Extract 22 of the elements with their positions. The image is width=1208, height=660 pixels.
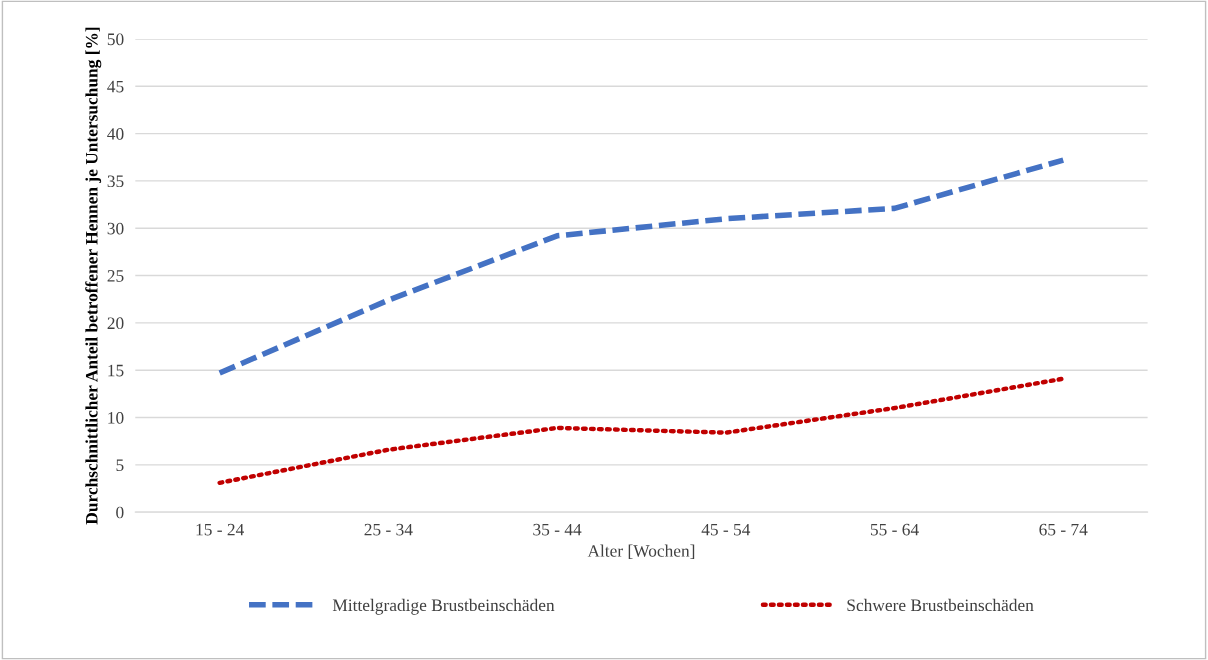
y-tick-label: 20 (107, 317, 124, 330)
y-tick-label: 0 (116, 506, 124, 519)
line-series (217, 376, 1066, 486)
x-tick-label: 35 - 44 (533, 523, 582, 536)
x-tick-label: 15 - 24 (196, 523, 244, 536)
y-tick-label: 40 (107, 128, 124, 140)
y-tick-label: 45 (107, 80, 124, 93)
y-tick-label: 25 (107, 270, 124, 282)
y-tick-label: 30 (107, 222, 124, 235)
legend-label: Mittelgradige Brustbeinschäden (332, 598, 555, 615)
x-tick-label: 25 - 34 (364, 523, 413, 536)
x-tick-label: 55 - 64 (870, 523, 919, 536)
y-tick-label: 5 (116, 459, 124, 472)
y-tick-label: 50 (107, 33, 124, 46)
x-tick-label: 45 - 54 (701, 523, 751, 536)
y-tick-label: 35 (107, 175, 124, 188)
legend-label: Schwere Brustbeinschäden (847, 598, 1034, 612)
y-tick-label: 15 (108, 364, 124, 377)
x-tick-label: 65 - 74 (1039, 523, 1088, 536)
y-tick-label: 10 (108, 411, 124, 424)
y-axis-title: Durchschnittlicher Anteil betroffener Hennen je Untersuchung [%] (85, 27, 102, 525)
x-axis-title: Alter [Wochen] (587, 544, 695, 559)
